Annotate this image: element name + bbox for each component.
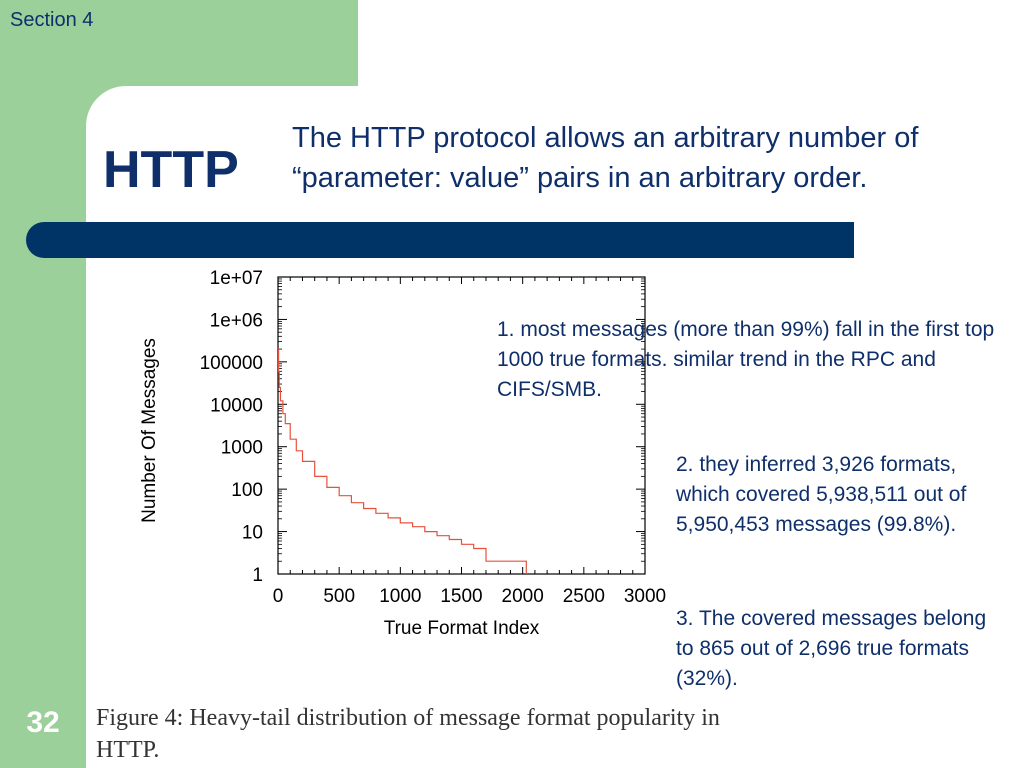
note-2: 2. they inferred 3,926 formats, which co… — [676, 453, 967, 536]
figure-caption: Figure 4: Heavy-tail distribution of mes… — [96, 705, 720, 763]
y-tick-label: 10000 — [210, 395, 263, 416]
page-number: 32 — [26, 706, 60, 739]
series-line — [278, 348, 527, 574]
y-tick-label: 1 — [252, 565, 263, 586]
slide-title: HTTP — [103, 141, 239, 199]
x-tick-label: 2000 — [502, 586, 544, 607]
top-green-panel — [0, 0, 358, 86]
y-tick-label: 10 — [242, 523, 263, 544]
slide-subtitle: The HTTP protocol allows an arbitrary nu… — [292, 122, 919, 194]
section-label: Section 4 — [10, 9, 94, 31]
y-axis-label: Number Of Messages — [139, 338, 160, 523]
note-3: 3. The covered messages belong to 865 ou… — [676, 607, 987, 690]
x-tick-label: 1500 — [440, 586, 482, 607]
left-green-panel — [0, 0, 86, 768]
x-tick-label: 500 — [323, 586, 355, 607]
y-tick-label: 1e+06 — [210, 310, 263, 331]
title-divider-bar — [26, 222, 854, 258]
y-tick-label: 1e+07 — [210, 268, 263, 289]
x-tick-label: 1000 — [379, 586, 421, 607]
note-1: 1. most messages (more than 99%) fall in… — [497, 318, 995, 401]
x-tick-label: 3000 — [624, 586, 666, 607]
y-tick-label: 100000 — [200, 353, 263, 374]
message-format-chart: 0 500 1000 1500 2000 2500 3000 1 10 100 1000 10000 1… — [139, 268, 666, 639]
x-tick-label: 2500 — [563, 586, 605, 607]
y-tick-label: 100 — [231, 480, 263, 501]
x-axis-label: True Format Index — [384, 618, 540, 639]
x-tick-label: 0 — [273, 586, 284, 607]
content-corner — [86, 86, 166, 166]
y-tick-label: 1000 — [221, 438, 263, 459]
